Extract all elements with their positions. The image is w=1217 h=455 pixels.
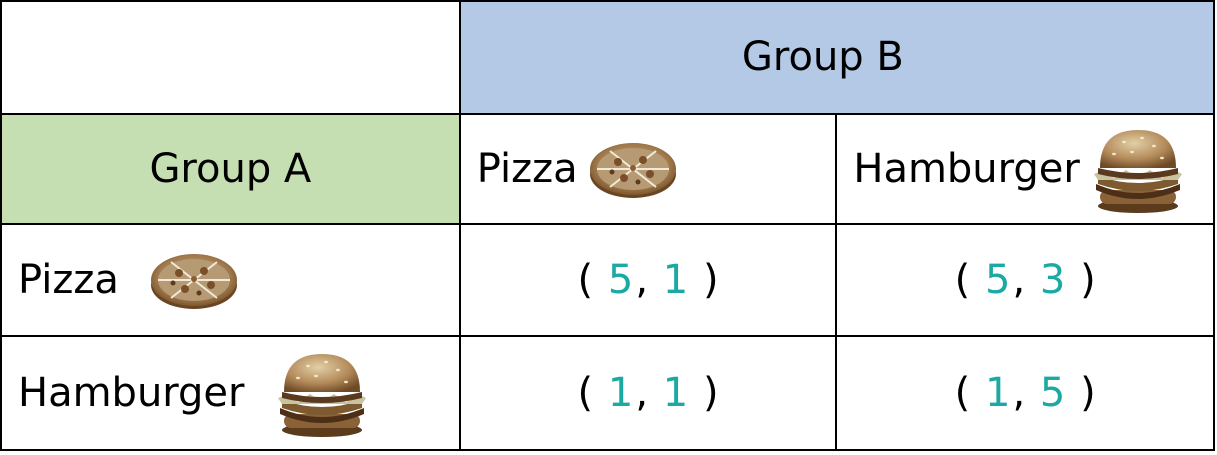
column-header-label: Pizza xyxy=(476,145,578,192)
payoff-value-a: 5 xyxy=(607,257,634,304)
row-header-pizza: Pizza xyxy=(0,222,461,338)
column-header-hamburger: Hamburger xyxy=(835,112,1215,225)
separator: , xyxy=(1012,370,1026,417)
matrix-row-pizza: Pizza ( 5, 1 ) ( 5, 3 ) xyxy=(0,222,1215,338)
payoff-cell-pizza-hamburger: ( 5, 3 ) xyxy=(835,222,1215,338)
header-row-choices: Group A Pizza Hamburger xyxy=(0,112,1215,225)
payoff-cell-hamburger-hamburger: ( 1, 5 ) xyxy=(835,335,1215,451)
separator: , xyxy=(635,257,649,304)
pizza-icon xyxy=(588,138,678,200)
payoff-cell-hamburger-pizza: ( 1, 1 ) xyxy=(458,335,838,451)
payoff-value-b: 1 xyxy=(662,370,689,417)
close-paren: ) xyxy=(1080,257,1096,304)
open-paren: ( xyxy=(577,370,594,417)
payoff-value-b: 5 xyxy=(1039,370,1066,417)
group-a-header: Group A xyxy=(0,112,461,225)
payoff-value-b: 1 xyxy=(662,257,689,304)
corner-cell xyxy=(0,0,461,115)
open-paren: ( xyxy=(954,370,971,417)
separator: , xyxy=(1012,257,1026,304)
open-paren: ( xyxy=(577,257,594,304)
matrix-row-hamburger: Hamburger ( 1, 1 ) ( 1, 5 ) xyxy=(0,335,1215,451)
group-b-header: Group B xyxy=(458,0,1216,115)
row-header-hamburger: Hamburger xyxy=(0,335,461,451)
column-header-label: Hamburger xyxy=(853,145,1080,192)
pizza-icon xyxy=(149,249,239,311)
payoff-value-b: 3 xyxy=(1039,257,1066,304)
payoff-value-a: 1 xyxy=(607,370,634,417)
close-paren: ) xyxy=(702,370,719,417)
hamburger-icon xyxy=(1090,124,1186,214)
hamburger-icon xyxy=(274,348,370,438)
close-paren: ) xyxy=(1080,370,1096,417)
column-header-pizza: Pizza xyxy=(458,112,838,225)
payoff-value-a: 5 xyxy=(985,257,1011,304)
header-row-group-b: Group B xyxy=(0,0,1216,115)
close-paren: ) xyxy=(702,257,719,304)
row-header-label: Hamburger xyxy=(18,370,245,417)
payoff-cell-pizza-pizza: ( 5, 1 ) xyxy=(458,222,838,338)
row-header-label: Pizza xyxy=(18,257,119,304)
separator: , xyxy=(635,370,649,417)
open-paren: ( xyxy=(954,257,971,304)
payoff-value-a: 1 xyxy=(985,370,1011,417)
